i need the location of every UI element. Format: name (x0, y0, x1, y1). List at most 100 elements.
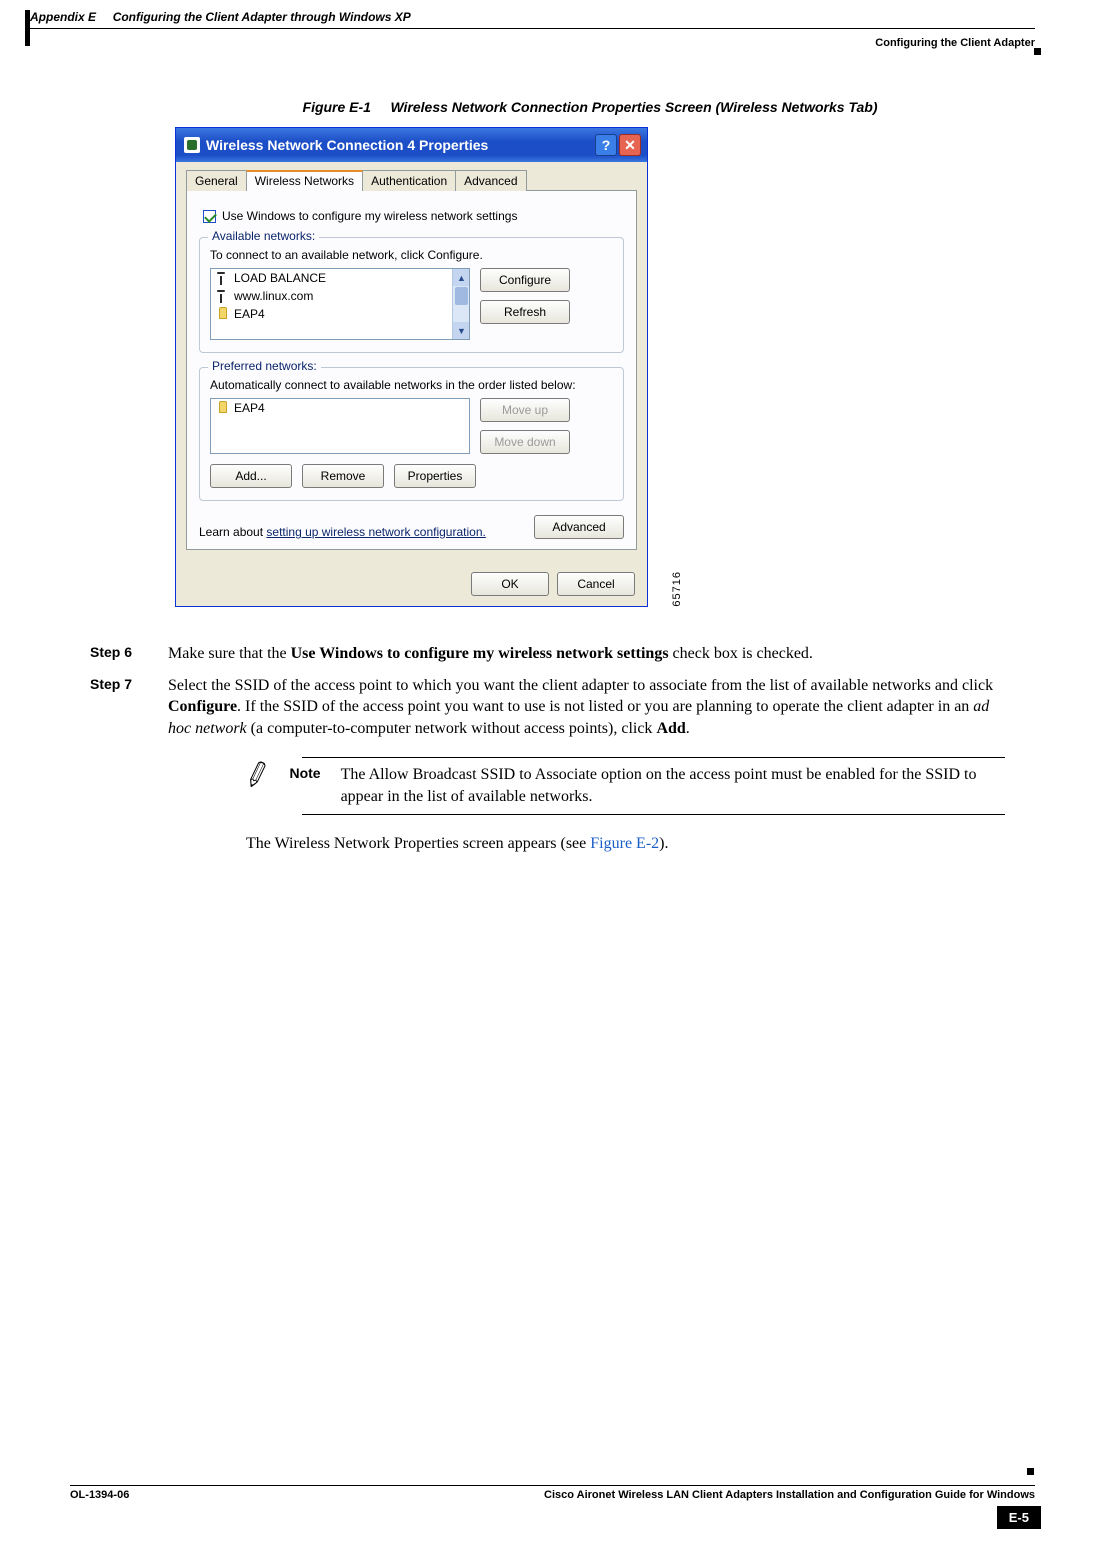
page-footer: OL-1394-06 Cisco Aironet Wireless LAN Cl… (70, 1485, 1035, 1501)
network-secure-icon (215, 307, 229, 321)
note-label: Note (289, 764, 320, 783)
tab-advanced[interactable]: Advanced (455, 170, 526, 191)
text-fragment: Select the SSID of the access point to w… (168, 677, 993, 694)
step-6-label: Step 6 (90, 643, 140, 662)
text-fragment: (a computer-to-computer network without … (247, 720, 657, 737)
footer-marker (1027, 1468, 1034, 1475)
text-fragment: check box is checked. (669, 645, 813, 662)
page-number: E-5 (997, 1506, 1041, 1529)
text-fragment: The Wireless Network Properties screen a… (246, 835, 590, 852)
tab-body: Use Windows to configure my wireless net… (186, 190, 637, 550)
remove-button[interactable]: Remove (302, 464, 384, 488)
available-networks-group: Available networks: To connect to an ava… (199, 237, 624, 353)
doc-number: OL-1394-06 (70, 1489, 129, 1501)
network-icon (215, 271, 229, 285)
ok-button[interactable]: OK (471, 572, 549, 596)
use-windows-checkbox[interactable] (203, 210, 216, 223)
titlebar: Wireless Network Connection 4 Properties… (176, 128, 647, 162)
use-windows-label: Use Windows to configure my wireless net… (222, 209, 517, 223)
pencil-icon: 🖉 (242, 757, 274, 793)
note-row: 🖉 Note The Allow Broadcast SSID to Assoc… (246, 764, 1005, 807)
titlebar-buttons: ? ✕ (595, 134, 641, 156)
preferred-listbox[interactable]: EAP4 (210, 398, 470, 454)
properties-button[interactable]: Properties (394, 464, 476, 488)
figure-link[interactable]: Figure E-2 (590, 835, 659, 852)
move-down-button[interactable]: Move down (480, 430, 570, 454)
text-fragment: ). (659, 835, 668, 852)
figure-title-text: Wireless Network Connection Properties S… (390, 99, 877, 115)
advanced-button[interactable]: Advanced (534, 515, 624, 539)
close-button[interactable]: ✕ (619, 134, 641, 156)
network-name: www.linux.com (234, 289, 313, 303)
bold-text: Configure (168, 698, 237, 715)
available-buttons: Configure Refresh (480, 268, 570, 324)
scrollbar[interactable]: ▲ ▼ (452, 269, 469, 339)
available-label: Available networks: (208, 229, 319, 243)
tab-general[interactable]: General (186, 170, 247, 191)
add-button[interactable]: Add... (210, 464, 292, 488)
text-fragment: Make sure that the (168, 645, 291, 662)
tab-strip: General Wireless Networks Authentication… (186, 170, 637, 191)
list-item[interactable]: EAP4 (211, 305, 469, 323)
step-7-row: Step 7 Select the SSID of the access poi… (90, 675, 1005, 855)
step-7-text: Select the SSID of the access point to w… (168, 675, 1005, 855)
learn-prefix: Learn about (199, 525, 266, 539)
tab-wireless-networks[interactable]: Wireless Networks (246, 170, 363, 191)
learn-text: Learn about setting up wireless network … (199, 525, 486, 539)
properties-dialog: Wireless Network Connection 4 Properties… (175, 127, 648, 607)
dialog-buttons: OK Cancel (176, 562, 647, 606)
scroll-thumb[interactable] (455, 287, 468, 305)
note-text: The Allow Broadcast SSID to Associate op… (341, 764, 1005, 807)
learn-link[interactable]: setting up wireless network configuratio… (266, 525, 485, 539)
step-7-label: Step 7 (90, 675, 140, 694)
preferred-move-buttons: Move up Move down (480, 398, 570, 454)
window-title: Wireless Network Connection 4 Properties (206, 137, 488, 153)
network-name: LOAD BALANCE (234, 271, 326, 285)
header-left: Appendix E Configuring the Client Adapte… (30, 10, 411, 24)
tab-authentication[interactable]: Authentication (362, 170, 456, 191)
guide-title: Cisco Aironet Wireless LAN Client Adapte… (544, 1489, 1035, 1501)
header-left-bar (25, 10, 30, 46)
list-item[interactable]: EAP4 (211, 399, 469, 417)
note-rule-bottom (302, 814, 1005, 815)
step-6-row: Step 6 Make sure that the Use Windows to… (90, 643, 1005, 665)
note-rule-top (302, 757, 1005, 758)
network-name: EAP4 (234, 307, 265, 321)
note-block: 🖉 Note The Allow Broadcast SSID to Assoc… (246, 757, 1005, 814)
figure-caption: Figure E-1 Wireless Network Connection P… (0, 99, 1095, 115)
configure-button[interactable]: Configure (480, 268, 570, 292)
list-item[interactable]: www.linux.com (211, 287, 469, 305)
step-6-text: Make sure that the Use Windows to config… (168, 643, 1005, 665)
figure-number: 65716 (671, 571, 683, 607)
network-name: EAP4 (234, 401, 265, 415)
available-row: LOAD BALANCE www.linux.com EAP4 ▲ ▼ Conf… (210, 268, 613, 340)
available-desc: To connect to an available network, clic… (210, 248, 613, 262)
page-header: Appendix E Configuring the Client Adapte… (0, 0, 1095, 28)
window-icon (184, 137, 200, 153)
network-icon (215, 289, 229, 303)
network-secure-icon (215, 401, 229, 415)
appendix-label: Appendix E (30, 10, 96, 24)
text-fragment: . (686, 720, 690, 737)
help-button[interactable]: ? (595, 134, 617, 156)
list-item[interactable]: LOAD BALANCE (211, 269, 469, 287)
bold-text: Use Windows to configure my wireless net… (291, 645, 669, 662)
available-listbox[interactable]: LOAD BALANCE www.linux.com EAP4 ▲ ▼ (210, 268, 470, 340)
header-marker (1034, 48, 1041, 55)
scroll-down-icon[interactable]: ▼ (453, 322, 470, 339)
figure-label: Figure E-1 (303, 99, 371, 115)
preferred-row: EAP4 Move up Move down (210, 398, 613, 454)
bold-text: Add (656, 720, 685, 737)
preferred-action-buttons: Add... Remove Properties (210, 464, 613, 488)
subheader: Configuring the Client Adapter (0, 37, 1095, 49)
scroll-up-icon[interactable]: ▲ (453, 269, 470, 286)
text-fragment: . If the SSID of the access point you wa… (237, 698, 973, 715)
tabs-area: General Wireless Networks Authentication… (176, 162, 647, 562)
move-up-button[interactable]: Move up (480, 398, 570, 422)
cancel-button[interactable]: Cancel (557, 572, 635, 596)
appendix-title: Configuring the Client Adapter through W… (113, 10, 411, 24)
refresh-button[interactable]: Refresh (480, 300, 570, 324)
titlebar-left: Wireless Network Connection 4 Properties (184, 137, 488, 153)
preferred-desc: Automatically connect to available netwo… (210, 378, 613, 392)
closing-text: The Wireless Network Properties screen a… (246, 833, 1005, 855)
